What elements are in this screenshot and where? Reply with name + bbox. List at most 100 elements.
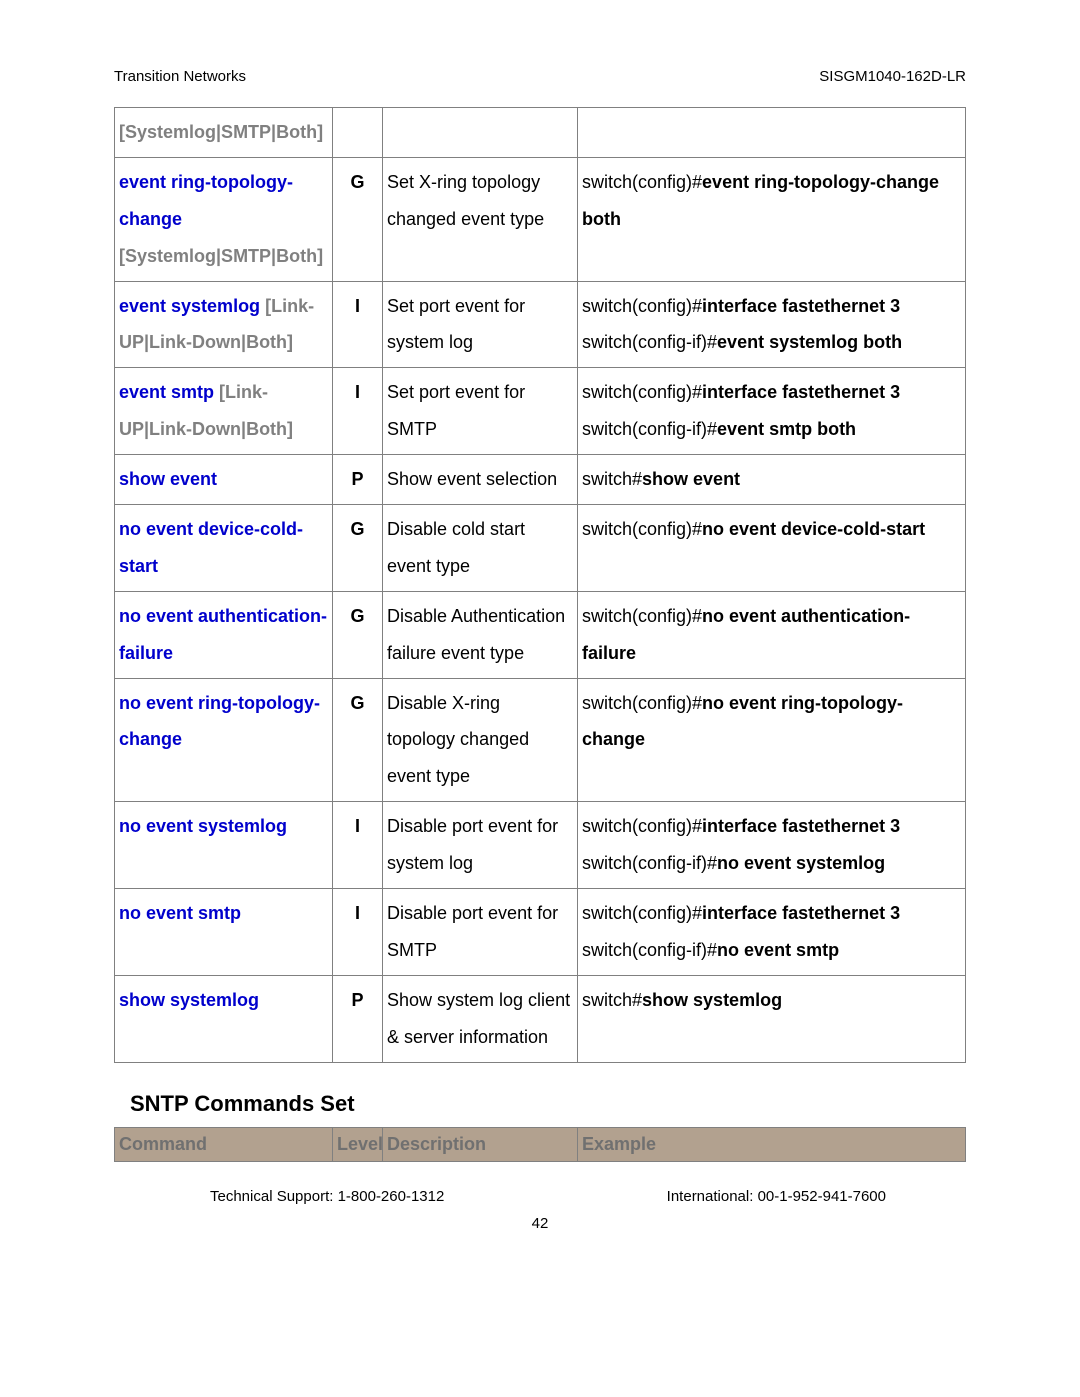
example-bold: event systemlog both [717, 332, 902, 352]
cell-example: switch(config)#interface fastethernet 3 s… [578, 281, 966, 368]
cell-command: no event smtp [115, 889, 333, 976]
example-text: switch(config-if)# [582, 853, 717, 873]
cell-example: switch(config)#interface fastethernet 3 s… [578, 889, 966, 976]
cell-level: G [333, 591, 383, 678]
cell-level: P [333, 455, 383, 505]
cell-command: no event authentication-failure [115, 591, 333, 678]
example-text: switch(config)# [582, 172, 702, 192]
table-row: no event systemlog IDisable port event fo… [115, 802, 966, 889]
cell-level: G [333, 505, 383, 592]
command-text: no event smtp [119, 903, 241, 923]
example-bold: no event systemlog [717, 853, 885, 873]
table-row: no event authentication-failureGDisable … [115, 591, 966, 678]
example-bold: interface fastethernet 3 [702, 382, 900, 402]
example-bold: interface fastethernet 3 [702, 296, 900, 316]
cell-description: Disable port event for SMTP [383, 889, 578, 976]
footer-left: Technical Support: 1-800-260-1312 [210, 1188, 444, 1205]
example-text: switch(config)# [582, 606, 702, 626]
cell-example: switch(config)#no event authentication-f… [578, 591, 966, 678]
page-header: Transition Networks SISGM1040-162D-LR [114, 68, 966, 85]
example-text: switch(config)# [582, 296, 702, 316]
th-level: Level [333, 1127, 383, 1161]
cell-command: no event ring-topology-change [115, 678, 333, 802]
page: Transition Networks SISGM1040-162D-LR [S… [0, 0, 1080, 1272]
cell-example: switch(config)#event ring-topology-chang… [578, 157, 966, 281]
footer-right: International: 00-1-952-941-7600 [667, 1188, 886, 1205]
example-text: switch(config)# [582, 693, 702, 713]
cell-description: Set X-ring topology changed event type [383, 157, 578, 281]
cell-description [383, 108, 578, 158]
cell-command: event ring-topology-change [Systemlog|SM… [115, 157, 333, 281]
example-text: switch(config)# [582, 903, 702, 923]
example-bold: show event [642, 469, 740, 489]
command-text: event systemlog [119, 296, 260, 316]
table2-header-row: Command Level Description Example [115, 1127, 966, 1161]
table-row: event systemlog [Link-UP|Link-Down|Both]… [115, 281, 966, 368]
cell-example: switch(config)#no event device-cold-star… [578, 505, 966, 592]
command-options: [Systemlog|SMTP|Both] [119, 122, 323, 142]
cell-description: Set port event for SMTP [383, 368, 578, 455]
cell-level: I [333, 802, 383, 889]
cell-command: show event [115, 455, 333, 505]
cell-description: Set port event for system log [383, 281, 578, 368]
table-row: no event smtp IDisable port event for SMT… [115, 889, 966, 976]
command-options: [Systemlog|SMTP|Both] [119, 246, 323, 266]
table-row: [Systemlog|SMTP|Both] [115, 108, 966, 158]
example-bold: show systemlog [642, 990, 782, 1010]
example-text: switch(config)# [582, 816, 702, 836]
header-left: Transition Networks [114, 68, 246, 85]
section-title: SNTP Commands Set [130, 1091, 966, 1117]
example-bold: interface fastethernet 3 [702, 816, 900, 836]
table-row: show systemlog PShow system log client & … [115, 975, 966, 1062]
example-text: switch(config)# [582, 519, 702, 539]
table-row: event ring-topology-change [Systemlog|SM… [115, 157, 966, 281]
cell-description: Disable X-ring topology changed event ty… [383, 678, 578, 802]
example-bold: no event device-cold-start [702, 519, 925, 539]
cell-level: I [333, 368, 383, 455]
cell-description: Disable port event for system log [383, 802, 578, 889]
cell-example: switch(config)#no event ring-topology-ch… [578, 678, 966, 802]
table-row: no event device-cold-start GDisable cold … [115, 505, 966, 592]
cell-level: G [333, 157, 383, 281]
cell-command: no event device-cold-start [115, 505, 333, 592]
cell-level: P [333, 975, 383, 1062]
cell-description: Disable cold start event type [383, 505, 578, 592]
example-text: switch(config-if)# [582, 332, 717, 352]
command-text: no event authentication-failure [119, 606, 327, 663]
example-text: switch# [582, 469, 642, 489]
commands-table-1: [Systemlog|SMTP|Both]event ring-topology… [114, 107, 966, 1063]
example-text: switch(config-if)# [582, 419, 717, 439]
cell-command: [Systemlog|SMTP|Both] [115, 108, 333, 158]
cell-level [333, 108, 383, 158]
example-text: switch(config-if)# [582, 940, 717, 960]
cell-level: I [333, 281, 383, 368]
command-text: show systemlog [119, 990, 259, 1010]
th-description: Description [383, 1127, 578, 1161]
page-number: 42 [114, 1215, 966, 1232]
cell-example: switch(config)#interface fastethernet 3 s… [578, 368, 966, 455]
example-bold: event smtp both [717, 419, 856, 439]
example-text: switch(config)# [582, 382, 702, 402]
cell-command: show systemlog [115, 975, 333, 1062]
cell-description: Show system log client & server informat… [383, 975, 578, 1062]
command-text: event smtp [119, 382, 214, 402]
example-bold: interface fastethernet 3 [702, 903, 900, 923]
table-row: no event ring-topology-changeGDisable X-… [115, 678, 966, 802]
command-text: no event device-cold-start [119, 519, 303, 576]
command-text: event ring-topology-change [119, 172, 293, 229]
cell-description: Show event selection [383, 455, 578, 505]
th-command: Command [115, 1127, 333, 1161]
table-row: event smtp [Link-UP|Link-Down|Both]ISet … [115, 368, 966, 455]
page-footer: Technical Support: 1-800-260-1312 Intern… [114, 1188, 966, 1205]
header-right: SISGM1040-162D-LR [819, 68, 966, 85]
cell-command: no event systemlog [115, 802, 333, 889]
cell-example: switch#show event [578, 455, 966, 505]
command-text: no event systemlog [119, 816, 287, 836]
cell-command: event systemlog [Link-UP|Link-Down|Both] [115, 281, 333, 368]
cell-example: switch(config)#interface fastethernet 3 s… [578, 802, 966, 889]
commands-table-2: Command Level Description Example [114, 1127, 966, 1162]
cell-level: I [333, 889, 383, 976]
cell-example [578, 108, 966, 158]
command-text: show event [119, 469, 217, 489]
cell-description: Disable Authentication failure event typ… [383, 591, 578, 678]
